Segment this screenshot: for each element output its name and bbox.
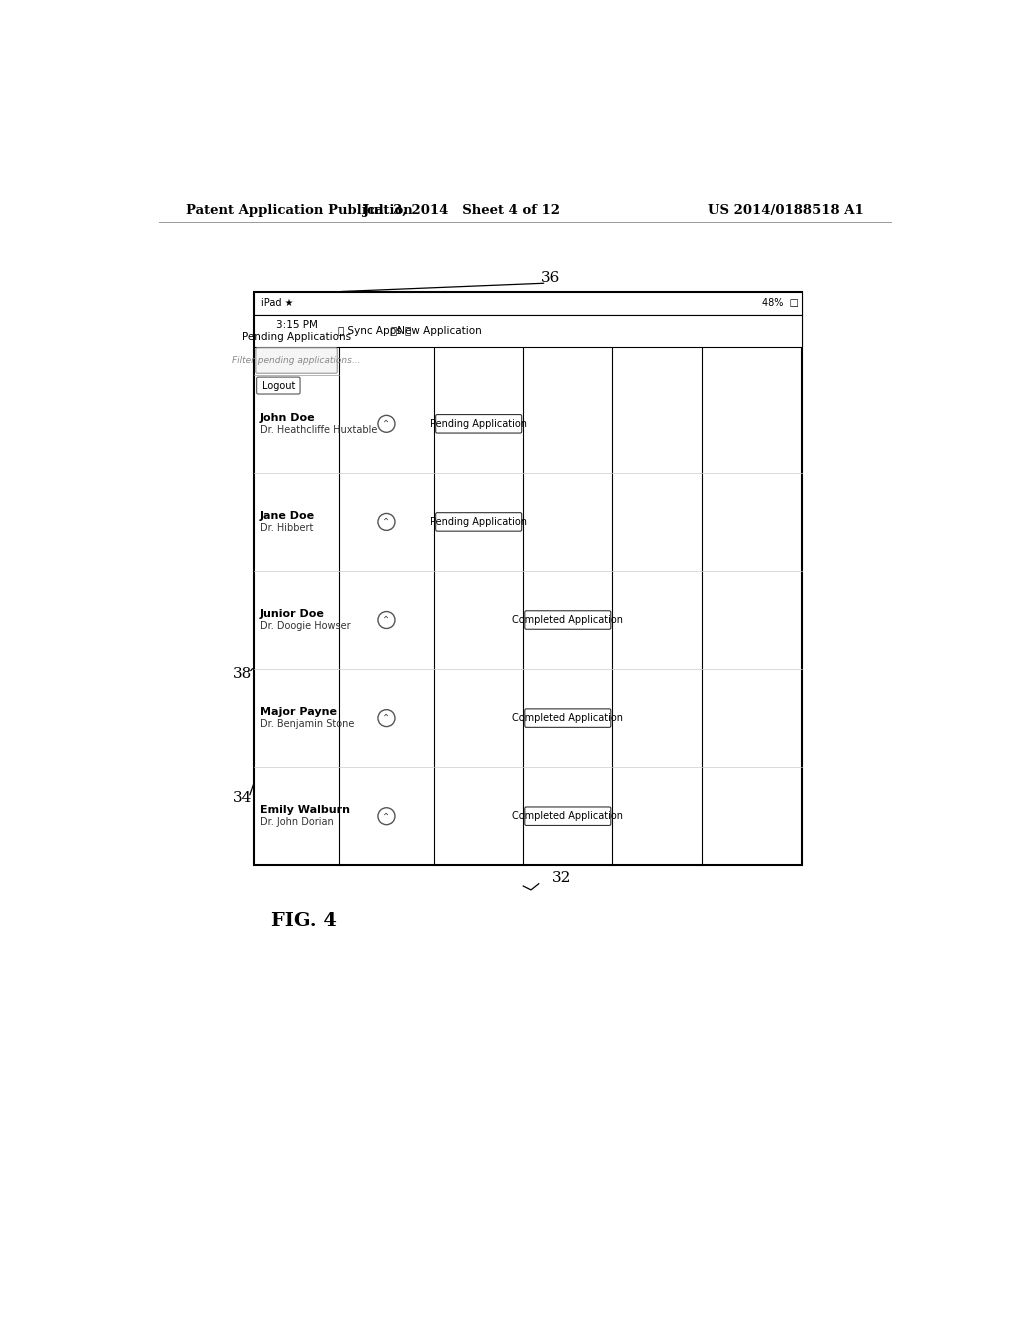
Text: Jane Doe: Jane Doe: [260, 511, 314, 521]
Text: Pending Applications: Pending Applications: [243, 333, 351, 342]
FancyBboxPatch shape: [524, 611, 611, 630]
Text: Logout: Logout: [262, 380, 295, 391]
Bar: [254, 292, 802, 866]
Circle shape: [378, 416, 395, 432]
FancyBboxPatch shape: [435, 512, 521, 531]
Text: Emily Walburn: Emily Walburn: [260, 805, 350, 814]
Text: Patent Application Publication: Patent Application Publication: [186, 205, 413, 218]
Text: Jul. 3, 2014   Sheet 4 of 12: Jul. 3, 2014 Sheet 4 of 12: [362, 205, 560, 218]
Circle shape: [378, 710, 395, 726]
FancyBboxPatch shape: [524, 807, 611, 825]
Text: ⌃: ⌃: [382, 713, 390, 723]
Text: 3:15 PM: 3:15 PM: [276, 319, 317, 330]
Text: Dr. Doogie Howser: Dr. Doogie Howser: [260, 622, 350, 631]
FancyBboxPatch shape: [256, 348, 337, 374]
Text: ⌃: ⌃: [382, 812, 390, 821]
Text: ⌃: ⌃: [382, 418, 390, 429]
Text: ⓈNew Application: ⓈNew Application: [391, 326, 482, 335]
Text: Completed Application: Completed Application: [512, 615, 624, 624]
Text: ⌃: ⌃: [382, 615, 390, 624]
Text: Dr. Heathcliffe Huxtable: Dr. Heathcliffe Huxtable: [260, 425, 377, 436]
FancyBboxPatch shape: [257, 378, 300, 395]
Text: Completed Application: Completed Application: [512, 713, 624, 723]
Text: Dr. Hibbert: Dr. Hibbert: [260, 523, 313, 533]
Circle shape: [378, 513, 395, 531]
Text: 48%  □: 48% □: [762, 298, 799, 308]
Text: Pending Application: Pending Application: [430, 418, 527, 429]
Circle shape: [378, 611, 395, 628]
Text: Ⓢ Sync Apps Ⓝ: Ⓢ Sync Apps Ⓝ: [338, 326, 411, 335]
Text: 32: 32: [552, 871, 571, 886]
Text: Completed Application: Completed Application: [512, 812, 624, 821]
Text: Dr. Benjamin Stone: Dr. Benjamin Stone: [260, 719, 354, 729]
Text: Filter pending applications...: Filter pending applications...: [232, 356, 360, 366]
Text: Junior Doe: Junior Doe: [260, 609, 325, 619]
Text: Major Payne: Major Payne: [260, 708, 337, 717]
FancyBboxPatch shape: [524, 709, 611, 727]
Text: Dr. John Dorian: Dr. John Dorian: [260, 817, 334, 828]
Text: Pending Application: Pending Application: [430, 517, 527, 527]
FancyBboxPatch shape: [435, 414, 521, 433]
Bar: [254, 314, 802, 347]
Text: iPad ★: iPad ★: [260, 298, 293, 308]
Text: US 2014/0188518 A1: US 2014/0188518 A1: [709, 205, 864, 218]
Text: 36: 36: [541, 271, 560, 285]
Text: ⌃: ⌃: [382, 517, 390, 527]
Text: John Doe: John Doe: [260, 413, 315, 422]
Text: FIG. 4: FIG. 4: [271, 912, 337, 929]
Bar: [254, 292, 802, 314]
Circle shape: [378, 808, 395, 825]
Text: 38: 38: [233, 668, 252, 681]
Text: 34: 34: [233, 791, 252, 804]
